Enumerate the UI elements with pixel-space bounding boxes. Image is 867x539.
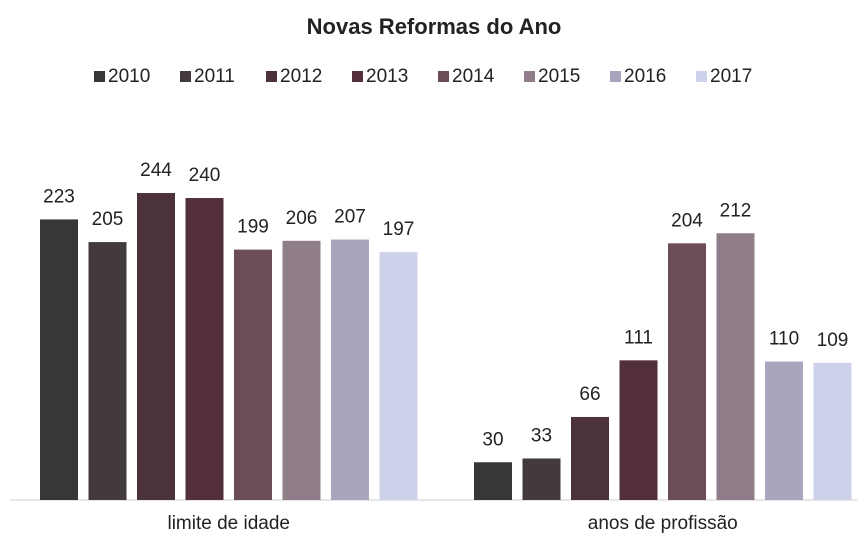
bar bbox=[813, 362, 852, 500]
bar bbox=[331, 239, 369, 500]
data-label: 30 bbox=[482, 429, 503, 450]
legend-label: 2015 bbox=[538, 66, 580, 87]
bar bbox=[40, 219, 78, 501]
legend-swatch bbox=[524, 71, 535, 82]
bar bbox=[88, 242, 127, 500]
data-label: 199 bbox=[237, 217, 269, 238]
bar bbox=[282, 240, 321, 501]
data-label: 33 bbox=[531, 425, 552, 446]
legend-label: 2016 bbox=[624, 66, 666, 87]
legend-label: 2017 bbox=[710, 66, 752, 87]
chart-title: Novas Reformas do Ano bbox=[307, 14, 562, 39]
legend-swatch bbox=[438, 71, 449, 82]
data-label: 223 bbox=[43, 186, 75, 207]
data-label: 207 bbox=[334, 207, 366, 228]
legend-label: 2013 bbox=[366, 66, 408, 87]
data-label: 66 bbox=[579, 384, 600, 405]
bar bbox=[716, 233, 755, 500]
bar bbox=[619, 360, 658, 500]
legend-swatch bbox=[352, 71, 363, 82]
bar bbox=[765, 361, 803, 500]
data-label: 205 bbox=[92, 209, 124, 230]
x-tick-label: anos de profissão bbox=[588, 513, 738, 534]
legend-swatch bbox=[180, 71, 191, 82]
bar bbox=[185, 198, 224, 501]
bar bbox=[474, 462, 512, 500]
x-tick-label: limite de idade bbox=[167, 513, 290, 534]
bar bbox=[522, 458, 561, 500]
legend-label: 2011 bbox=[194, 66, 235, 87]
data-label: 110 bbox=[769, 329, 799, 350]
legend-label: 2010 bbox=[108, 66, 150, 87]
data-label: 197 bbox=[383, 219, 415, 240]
bar bbox=[234, 249, 272, 500]
legend-label: 2012 bbox=[280, 66, 322, 87]
data-label: 212 bbox=[720, 200, 752, 221]
bar bbox=[668, 243, 706, 500]
data-label: 240 bbox=[189, 165, 221, 186]
legend-swatch bbox=[266, 71, 277, 82]
data-label: 204 bbox=[671, 210, 703, 231]
legend-label: 2014 bbox=[452, 66, 495, 87]
data-label: 206 bbox=[286, 208, 318, 229]
data-label: 111 bbox=[624, 327, 653, 348]
legend-swatch bbox=[610, 71, 621, 82]
data-label: 109 bbox=[817, 330, 849, 351]
legend-swatch bbox=[94, 71, 105, 82]
bar bbox=[379, 252, 418, 500]
bar bbox=[137, 193, 175, 500]
data-label: 244 bbox=[140, 160, 172, 181]
legend-swatch bbox=[696, 71, 707, 82]
bar bbox=[571, 416, 609, 500]
